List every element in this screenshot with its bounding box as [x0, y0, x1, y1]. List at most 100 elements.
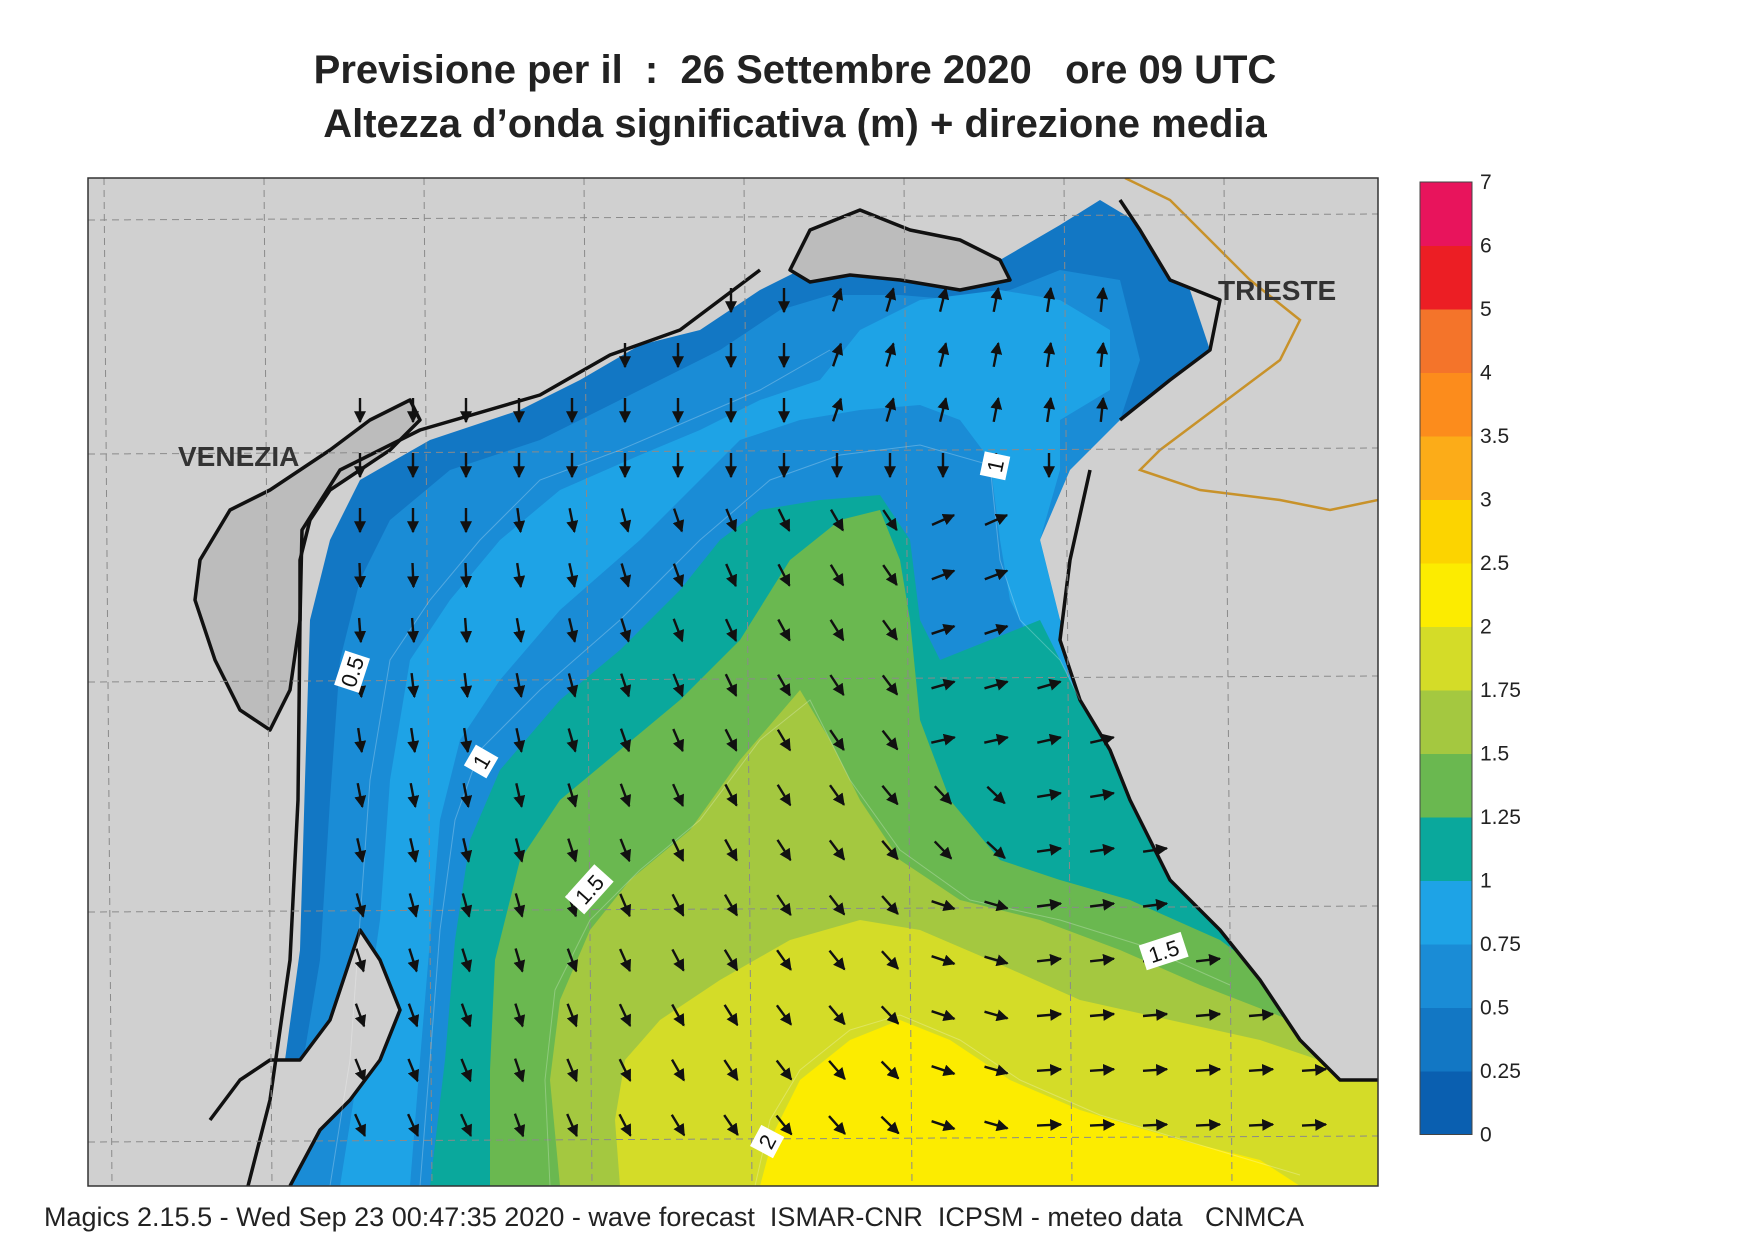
wave-direction-arrow [1301, 1118, 1328, 1131]
contour-label: 1 [463, 744, 499, 779]
land-east [1060, 178, 1378, 1080]
wave-direction-arrow [1043, 341, 1056, 368]
wave-direction-arrow [566, 948, 579, 973]
legend-swatch [1420, 880, 1472, 945]
wave-direction-arrow [828, 894, 846, 916]
color-legend: 0 0.25 0.5 0.75 1 1.25 1.5 1.75 2 2.5 3 3.5 4 5 6 7 [1419, 171, 1521, 1147]
wave-direction-arrow [671, 948, 685, 972]
grid-meridian [583, 178, 593, 1186]
wave-direction-arrow [618, 1113, 632, 1137]
wave-direction-arrow [984, 954, 1009, 967]
wave-direction-arrow [884, 287, 897, 312]
wave-direction-arrow [513, 893, 526, 918]
wave-direction-arrow [937, 342, 950, 367]
wave-direction-arrow [1036, 898, 1063, 911]
wave-direction-arrow [984, 623, 1009, 636]
wave-direction-arrow [354, 1003, 367, 1028]
legend-level-label: 1.75 [1480, 679, 1521, 702]
wave-direction-arrow [990, 397, 1003, 423]
wave-direction-arrow [672, 508, 685, 533]
wave-direction-arrow [566, 1003, 579, 1028]
wave-direction-arrow [513, 672, 526, 698]
wave-direction-arrow [1195, 953, 1222, 966]
wave-direction-arrow [619, 783, 632, 808]
wave-direction-arrow [671, 838, 685, 862]
wave-direction-arrow [672, 728, 684, 753]
wave-direction-arrow [354, 1113, 366, 1137]
wave-direction-arrow [775, 1004, 793, 1026]
wave-direction-arrow [672, 618, 685, 643]
wave-direction-arrow [407, 1113, 419, 1137]
wave-direction-arrow [619, 893, 632, 918]
wave-direction-arrow [670, 1059, 686, 1082]
wave-direction-arrow [1301, 1063, 1328, 1076]
wave-direction-arrow [776, 784, 792, 807]
legend-swatch [1420, 753, 1472, 818]
wave-direction-arrow [460, 727, 473, 754]
wave-direction-arrow [1090, 788, 1115, 801]
wave-direction-arrow [1036, 1063, 1063, 1076]
wave-direction-arrow [513, 562, 526, 589]
contour-line-0-5 [329, 349, 831, 1186]
wave-direction-arrow [829, 674, 845, 697]
wave-direction-arrow [723, 1114, 739, 1136]
wave-direction-arrow [881, 784, 899, 806]
legend-level-label: 1.25 [1480, 806, 1521, 829]
contour-label-text: 1 [982, 457, 1009, 474]
wave-direction-arrow [460, 893, 473, 918]
wave-direction-arrow [513, 617, 526, 643]
legend-swatch [1420, 309, 1472, 373]
wave-direction-arrow [880, 1115, 900, 1135]
wave-direction-arrow [407, 727, 420, 754]
wave-direction-arrow [1096, 396, 1109, 423]
wave-direction-arrow [407, 893, 420, 918]
wave-direction-arrow [984, 568, 1009, 581]
legend-level-label: 2.5 [1480, 552, 1509, 575]
wave-direction-arrow [407, 1058, 420, 1083]
wave-direction-arrow [829, 564, 845, 587]
wave-direction-arrow [354, 727, 367, 754]
wave-direction-arrow [724, 728, 738, 752]
wave-direction-arrow [986, 841, 1006, 859]
land-po-delta [210, 930, 400, 1186]
contour-line-1-5 [544, 699, 1231, 1186]
wave-direction-arrow [931, 1064, 956, 1077]
wave-direction-arrow [724, 783, 738, 807]
wave-direction-arrow [1195, 1008, 1222, 1021]
wave-direction-arrow [829, 729, 845, 751]
wave-direction-arrow [725, 563, 737, 588]
wave-direction-arrow [407, 562, 420, 589]
footer-credits: Magics 2.15.5 - Wed Sep 23 00:47:35 2020… [44, 1202, 1305, 1232]
grid-meridian [423, 178, 433, 1186]
wave-direction-arrow [618, 1003, 632, 1027]
wave-direction-arrow [990, 342, 1003, 368]
wave-direction-arrow [672, 783, 684, 807]
wave-direction-arrow [828, 1060, 846, 1081]
contour-line-1 [419, 444, 1081, 1186]
wave-direction-arrow [828, 1005, 846, 1026]
legend-level-label: 6 [1480, 235, 1492, 258]
wave-direction-arrow [880, 1060, 900, 1080]
wave-direction-arrow [984, 678, 1009, 691]
wave-direction-arrow [354, 893, 367, 918]
wave-direction-arrow [513, 783, 526, 808]
wave-direction-arrow [725, 508, 738, 533]
wave-direction-arrow [931, 733, 956, 746]
coastline-north-lagoon [788, 208, 1012, 292]
wave-direction-arrow [513, 948, 526, 973]
wave-direction-arrow [460, 1058, 473, 1083]
wave-direction-arrow [984, 1064, 1009, 1077]
wave-direction-arrow [984, 514, 1009, 526]
contour-line-2 [754, 1014, 1301, 1186]
wave-direction-arrow [828, 949, 846, 971]
wave-direction-arrow [776, 729, 792, 752]
wave-direction-arrow [1036, 843, 1063, 856]
wave-direction-arrow [881, 674, 899, 696]
legend-level-label: 0.25 [1480, 1060, 1521, 1083]
wave-direction-arrow [354, 782, 367, 808]
wave-direction-arrow [881, 950, 899, 970]
wave-direction-arrow [460, 617, 473, 644]
wave-direction-arrow [670, 1114, 686, 1137]
wave-direction-arrow [723, 1059, 739, 1082]
